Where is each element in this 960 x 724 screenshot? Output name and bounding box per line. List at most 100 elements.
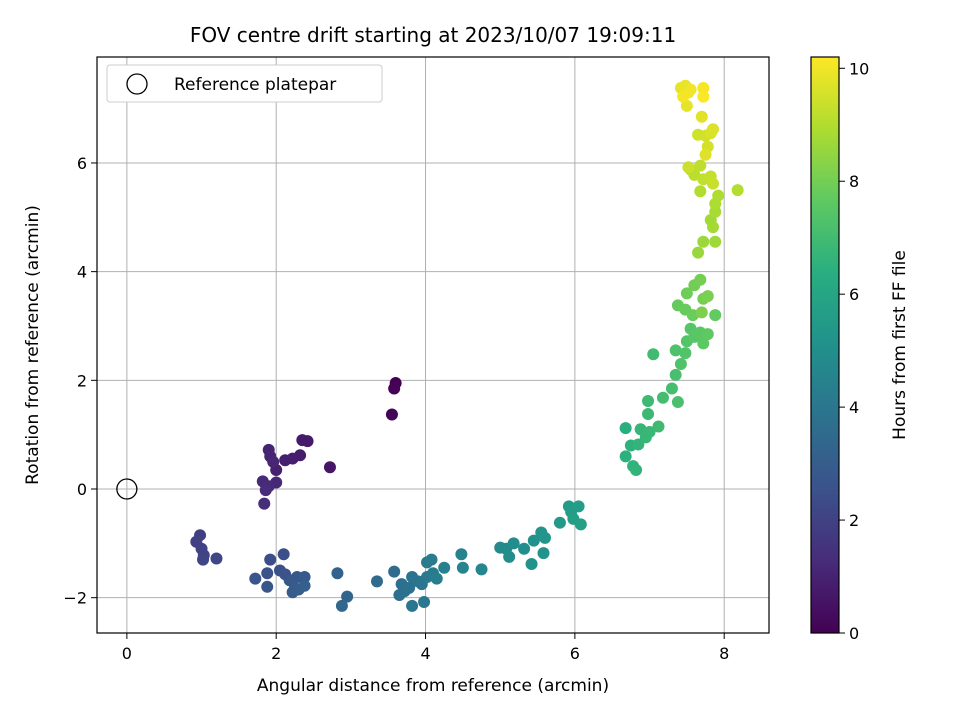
data-point: [669, 344, 682, 357]
data-point: [418, 596, 431, 609]
y-tick-label: 0: [77, 480, 87, 499]
y-axis-ticks: −2 0 2 4 6: [63, 154, 97, 608]
colorbar-gradient: [810, 56, 840, 634]
data-point: [210, 552, 223, 565]
data-point: [697, 235, 710, 248]
data-point: [701, 328, 714, 341]
colorbar: 0 2 4 6 8 10: [810, 56, 869, 643]
data-point: [406, 599, 419, 612]
legend-box: [106, 64, 383, 103]
colorbar-tick-label: 6: [849, 285, 859, 304]
legend-reference-marker: [126, 73, 148, 95]
data-point: [331, 567, 344, 580]
x-tick-label: 0: [122, 644, 132, 663]
colorbar-ticks: 0 2 4 6 8 10: [839, 59, 869, 643]
data-point: [707, 221, 719, 234]
y-tick-label: 4: [77, 263, 87, 282]
data-point: [709, 309, 722, 322]
data-point: [279, 454, 292, 467]
colorbar-tick-label: 8: [849, 172, 859, 191]
data-point: [261, 580, 274, 593]
data-point: [680, 99, 693, 112]
data-point: [656, 391, 669, 404]
data-point: [695, 306, 708, 319]
colorbar-tick-label: 4: [849, 398, 859, 417]
data-point: [619, 450, 632, 463]
reference-platepar-marker: [116, 478, 138, 500]
data-point: [694, 159, 707, 172]
data-point: [694, 273, 707, 286]
data-point: [697, 90, 710, 103]
data-point: [267, 455, 280, 468]
data-point: [277, 548, 290, 561]
data-point: [298, 571, 311, 584]
data-point: [643, 425, 656, 438]
data-point: [699, 148, 712, 161]
data-point: [709, 235, 722, 248]
data-point: [677, 90, 690, 103]
x-axis-ticks: 0 2 4 6 8: [122, 633, 729, 663]
data-point: [385, 408, 398, 421]
data-point: [684, 83, 697, 96]
data-point: [712, 189, 725, 202]
data-point: [642, 394, 655, 407]
data-point: [259, 484, 272, 497]
data-point: [323, 461, 336, 474]
x-axis-label: Angular distance from reference (arcmin): [257, 676, 609, 696]
data-point: [249, 572, 262, 585]
data-point: [438, 561, 451, 574]
data-point: [264, 553, 277, 566]
data-point: [695, 110, 708, 123]
grid-lines: [97, 57, 769, 633]
data-point: [455, 548, 468, 561]
colorbar-label: Hours from first FF file: [890, 250, 910, 440]
data-point: [507, 537, 520, 550]
data-point: [679, 347, 692, 360]
chart-title: FOV centre drift starting at 2023/10/07 …: [190, 23, 676, 47]
data-point: [388, 565, 401, 578]
data-point: [694, 185, 707, 198]
legend-entry-reference: Reference platepar: [174, 75, 336, 95]
data-point: [647, 348, 660, 361]
data-point: [503, 550, 516, 563]
data-point: [674, 358, 687, 371]
data-point: [525, 557, 538, 570]
plot-frame: [96, 56, 770, 634]
y-tick-label: 2: [77, 371, 87, 390]
data-point: [371, 575, 383, 588]
x-tick-label: 6: [570, 644, 580, 663]
legend: Reference platepar: [106, 64, 383, 103]
data-point: [456, 561, 469, 574]
y-tick-label: −2: [63, 589, 87, 608]
y-tick-label: 6: [77, 154, 87, 173]
data-point: [518, 542, 531, 555]
data-point: [671, 396, 684, 409]
data-point: [680, 287, 693, 300]
x-tick-label: 2: [271, 644, 281, 663]
data-point: [652, 420, 665, 433]
x-tick-label: 4: [420, 644, 430, 663]
data-point: [572, 500, 585, 513]
data-point: [697, 81, 710, 94]
data-point: [665, 382, 678, 395]
data-point: [692, 246, 705, 259]
x-tick-label: 8: [719, 644, 729, 663]
data-point: [642, 408, 655, 421]
data-point: [682, 161, 695, 174]
data-point: [669, 368, 682, 381]
data-point: [258, 497, 271, 510]
reference-marker: [116, 478, 138, 500]
data-point: [537, 547, 550, 560]
data-point: [707, 123, 719, 136]
data-point: [553, 516, 566, 529]
data-point: [197, 553, 210, 566]
data-point: [298, 579, 311, 592]
data-point: [388, 382, 401, 395]
colorbar-tick-label: 10: [849, 59, 869, 78]
data-point: [701, 290, 714, 303]
data-point: [403, 581, 416, 594]
data-point: [707, 177, 719, 190]
data-point: [527, 534, 540, 547]
